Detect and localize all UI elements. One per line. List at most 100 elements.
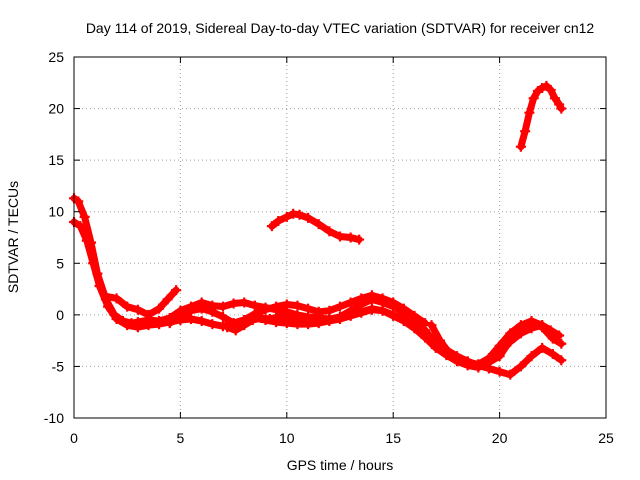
data-point-plus [217,311,228,322]
data-point-plus [335,301,345,312]
data-point-plus [324,305,335,316]
data-point-plus [122,301,133,312]
data-point-plus [354,234,365,245]
data-point-plus [388,297,399,308]
data-point-plus [537,342,548,353]
data-point-plus [171,285,182,296]
data-point-plus [388,310,399,321]
data-point-plus [132,322,143,333]
data-point-plus [111,293,122,304]
series-track-4 [164,290,431,329]
data-point-plus [196,303,207,314]
data-point-plus [264,313,275,324]
data-point-plus [175,311,186,322]
data-point-plus [345,297,356,308]
data-point-plus [313,306,324,317]
series-track-6 [426,316,565,370]
data-point-plus [505,328,516,339]
data-point-plus [230,325,241,336]
data-point-plus [420,318,431,329]
plot-frame [73,56,607,419]
data-point-plus [366,290,377,301]
data-point-plus [335,312,345,323]
x-tick-label: 10 [279,430,295,446]
x-tick-label: 5 [177,430,185,446]
data-point-plus [537,320,548,331]
data-point-plus [100,291,111,302]
data-point-plus [515,320,526,331]
data-point-plus [292,300,303,311]
data-point-plus [143,309,154,320]
y-tick-label: -5 [52,358,65,374]
data-point-plus [483,353,494,364]
data-point-plus [207,306,218,317]
data-point-plus [473,359,484,370]
data-point-plus [443,346,454,357]
y-axis-label: SDTVAR / TECUs [5,181,21,293]
axis-ticks: 0 5 10 15 20 25 -10 -5 0 5 10 15 20 25 [44,49,614,446]
y-tick-label: 15 [48,152,64,168]
data-point-plus [549,93,560,104]
data-point-plus [409,310,420,321]
data-point-plus [313,219,324,230]
data-point-plus [154,319,165,330]
x-tick-label: 20 [492,430,508,446]
data-point-plus [356,293,367,304]
data-point-plus [556,338,567,349]
data-point-plus [556,103,567,114]
data-point-plus [398,303,409,314]
data-point-plus [294,209,305,220]
data-point-plus [143,320,154,331]
series-line [102,286,180,319]
data-point-plus [324,315,335,326]
data-point-plus [239,320,250,331]
data-point-plus [520,126,531,137]
x-tick-label: 15 [385,430,401,446]
data-point-plus [103,301,114,312]
data-point-plus [164,318,175,329]
data-point-plus [420,332,431,343]
data-point-plus [430,342,441,353]
data-point-plus [303,303,314,314]
data-point-plus [88,258,99,269]
y-tick-label: 5 [56,255,64,271]
data-point-plus [260,304,271,315]
data-point-plus [526,316,537,327]
data-point-plus [303,316,314,327]
y-tick-label: 20 [48,101,64,117]
y-tick-label: 10 [48,204,64,220]
data-point-plus [228,298,239,309]
data-point-plus [111,313,122,324]
data-point-plus [515,141,526,152]
data-point-plus [247,315,258,326]
series-track-7 [266,208,365,245]
data-point-plus [528,93,539,104]
data-point-plus [256,312,267,323]
data-point-plus [154,303,165,314]
data-point-plus [132,304,143,315]
data-point-plus [266,221,277,232]
data-point-plus [162,294,173,305]
data-point-plus [462,357,473,368]
x-tick-label: 0 [70,430,78,446]
data-point-plus [271,301,282,312]
data-point-plus [281,211,292,222]
data-point-plus [281,312,292,323]
data-point-plus [398,316,409,327]
data-point-plus [292,315,303,326]
data-point-plus [313,317,324,328]
data-point-plus [556,355,567,366]
data-point-plus [335,231,345,242]
data-point-plus [452,353,463,364]
data-point-plus [435,335,446,346]
data-point-plus [505,369,516,380]
data-point-plus [122,320,133,331]
x-tick-label: 25 [598,430,614,446]
data-point-plus [554,330,565,341]
x-axis-label: GPS time / hours [287,457,394,473]
data-point-plus [79,211,90,222]
data-point-plus [222,322,233,333]
data-point-plus [239,297,250,308]
data-point-plus [545,325,556,336]
series-track-3 [100,285,182,320]
